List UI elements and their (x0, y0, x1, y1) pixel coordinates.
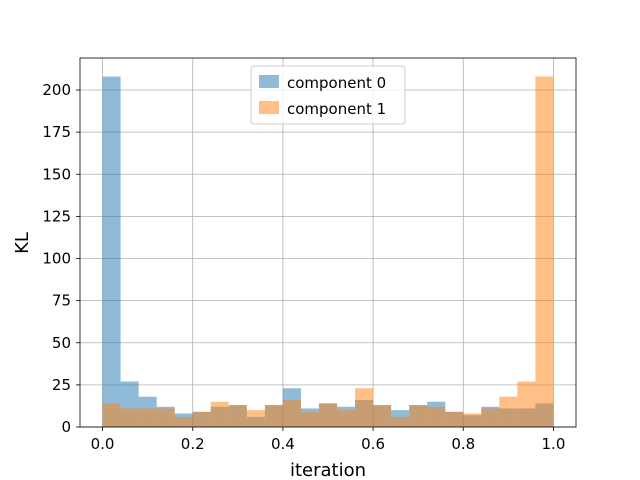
histogram-bar-series-1 (337, 410, 356, 427)
axes-group (76, 57, 577, 431)
histogram-bar-series-1 (264, 405, 283, 427)
histogram-bar-series-1 (427, 406, 446, 427)
histogram-bar-series-1 (463, 413, 482, 427)
histogram-bar-series-1 (373, 405, 392, 427)
histogram-bar-series-1 (210, 401, 229, 427)
histogram-bar-series-0 (102, 76, 121, 428)
histogram-bar-series-1 (391, 416, 410, 427)
x-tick-label: 0.8 (451, 435, 475, 453)
histogram-bar-series-1 (535, 76, 554, 428)
histogram-bar-series-1 (246, 410, 265, 427)
x-tick-label: 0.2 (181, 435, 205, 453)
y-axis-label: KL (12, 232, 33, 254)
y-tick-label: 125 (42, 207, 71, 225)
legend-box (250, 65, 406, 125)
histogram-bar-series-1 (355, 388, 374, 427)
histogram-bar-series-1 (409, 405, 428, 427)
y-tick-label: 75 (52, 292, 71, 310)
histogram-bar-series-1 (318, 403, 338, 427)
histogram-bar-series-1 (445, 411, 464, 427)
histogram-bar-series-1 (192, 411, 211, 427)
legend-label: component 1 (287, 100, 386, 118)
y-tick-label: 175 (42, 123, 71, 141)
x-axis-label: iteration (290, 460, 366, 480)
histogram-bar-series-1 (102, 403, 121, 427)
x-tick-label: 0.0 (91, 435, 115, 453)
histogram-bar-series-1 (120, 408, 139, 427)
histogram-bar-series-1 (174, 416, 193, 427)
histogram-bar-series-1 (517, 381, 536, 427)
bars-group (102, 76, 554, 428)
y-tick-label: 0 (61, 418, 71, 436)
legend: component 0 component 1 (250, 65, 406, 125)
histogram-bar-series-1 (481, 408, 500, 427)
y-tick-label: 200 (42, 81, 71, 99)
histogram-bar-series-1 (300, 411, 319, 427)
y-tick-label: 150 (42, 165, 71, 183)
x-tick-label: 0.4 (271, 435, 295, 453)
legend-swatch (259, 101, 279, 114)
y-tick-label: 25 (52, 376, 71, 394)
tick-labels-group: 0.0 0.2 0.4 0.6 0.8 1.0 0 25 50 75 100 125 150 175 200 (42, 81, 565, 453)
histogram-bar-series-1 (156, 408, 175, 427)
histogram-bar-series-1 (282, 400, 301, 427)
histogram-bar-series-1 (499, 396, 518, 427)
x-tick-label: 1.0 (542, 435, 566, 453)
histogram-bar-series-1 (228, 405, 247, 427)
y-tick-label: 100 (42, 250, 71, 268)
legend-swatch (259, 75, 279, 88)
axes-frame (79, 57, 577, 428)
legend-label: component 0 (287, 74, 386, 92)
y-tick-label: 50 (52, 334, 71, 352)
x-tick-label: 0.6 (361, 435, 385, 453)
histogram-bar-series-1 (138, 408, 157, 427)
